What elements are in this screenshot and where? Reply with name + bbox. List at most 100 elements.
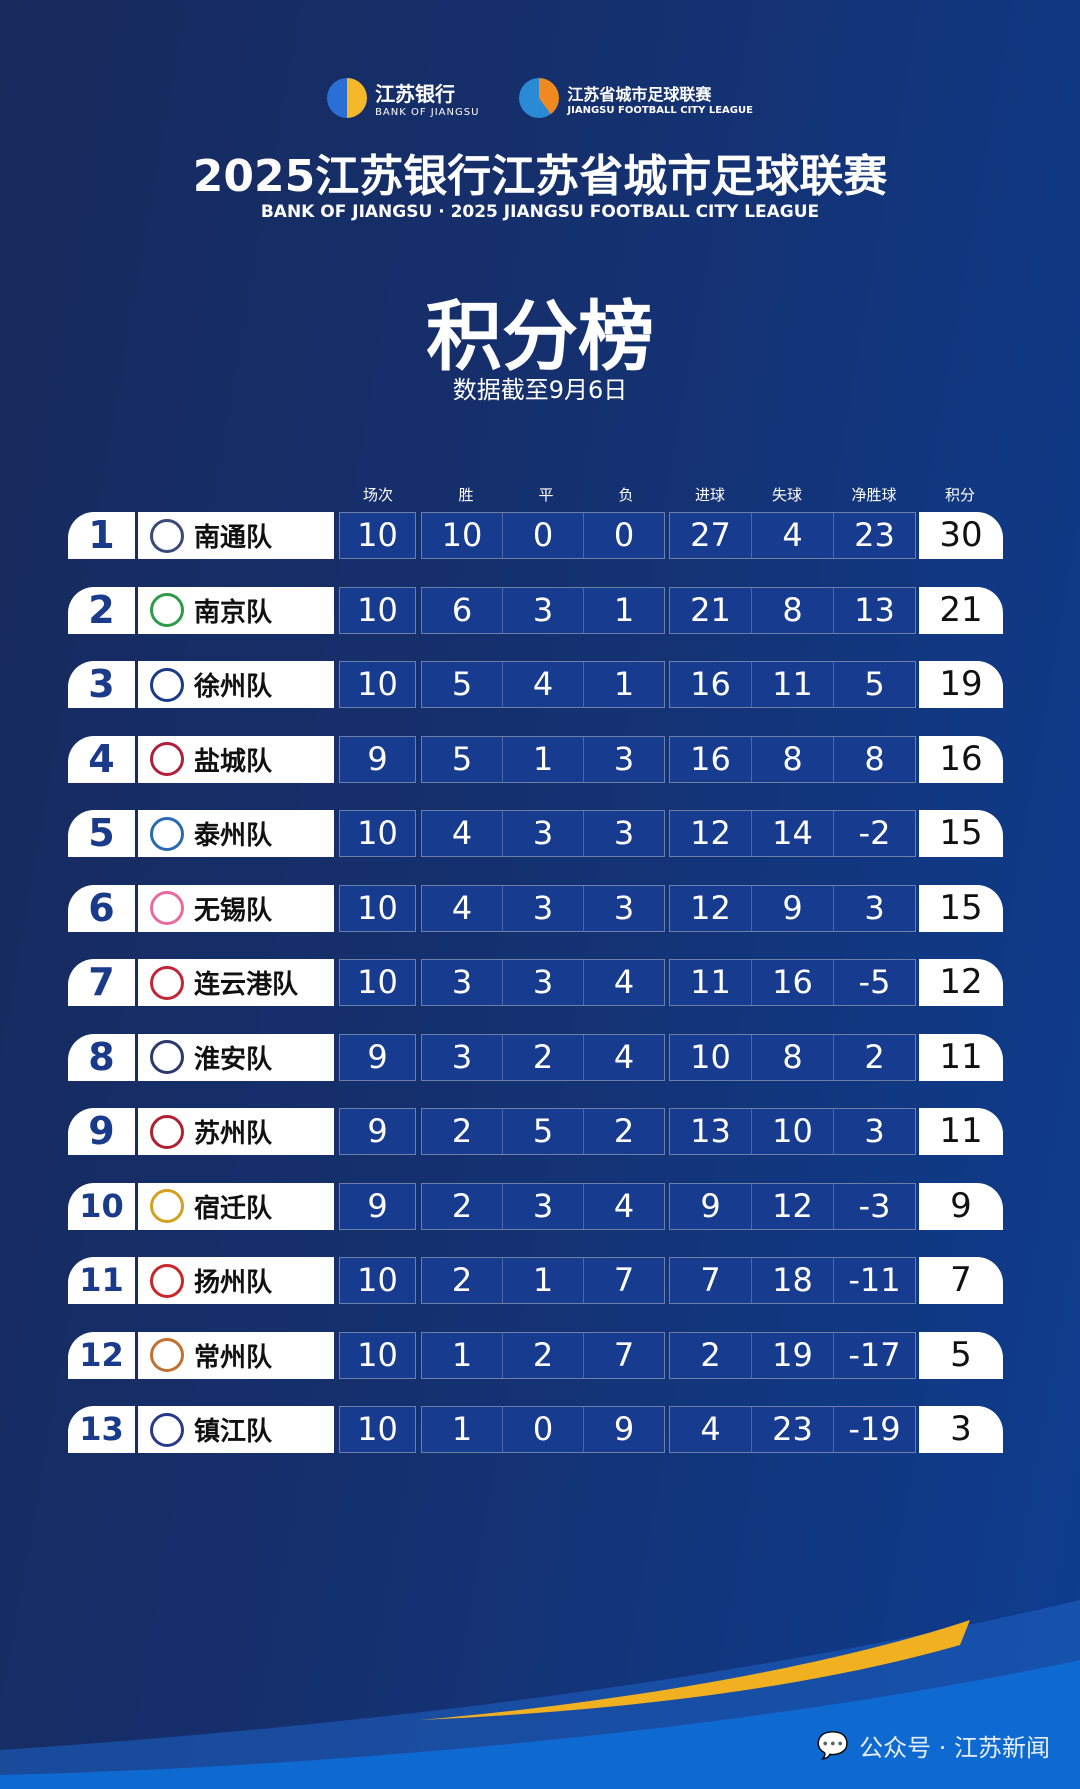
stat-ga: 4	[752, 513, 834, 558]
stat-d: 2	[503, 1332, 584, 1378]
stat-gf: 4	[670, 1407, 752, 1452]
stat-gf: 9	[670, 1183, 752, 1229]
team-cell: 泰州队	[138, 810, 334, 857]
team-name: 苏州队	[194, 1119, 273, 1149]
rank: 2	[68, 586, 135, 634]
stat-gd: -17	[848, 1335, 901, 1374]
points: 21	[919, 586, 1003, 634]
stat-gf: 16	[670, 662, 752, 707]
stat-w: 2	[422, 1258, 503, 1303]
goals-box: 4 23 -19	[669, 1406, 916, 1453]
column-header: 负	[618, 486, 634, 504]
points: 30	[919, 512, 1003, 559]
team-badge-icon	[150, 1263, 184, 1298]
data-date: 数据截至9月6日	[452, 376, 628, 404]
stat-gd: -19	[848, 1410, 901, 1448]
stat-p: 10	[357, 888, 398, 927]
team-cell: 淮安队	[138, 1033, 334, 1081]
points: 11	[919, 1033, 1003, 1081]
team-cell: 盐城队	[138, 735, 334, 783]
team-cell: 连云港队	[138, 959, 334, 1006]
played-box: 9	[339, 735, 416, 783]
stat-ga: 11	[752, 662, 834, 707]
league-logo: 江苏省城市足球联赛 JIANGSU FOOTBALL CITY LEAGUE	[519, 78, 753, 118]
stat-w: 3	[422, 960, 503, 1005]
stat-l: 7	[613, 1261, 635, 1299]
stat-gd: -5	[858, 963, 891, 1001]
league-logo-en: JIANGSU FOOTBALL CITY LEAGUE	[567, 104, 753, 116]
team-cell: 徐州队	[138, 661, 334, 708]
team-cell: 南京队	[138, 586, 334, 634]
stat-d: 3	[503, 960, 584, 1005]
stat-gd: 5	[864, 665, 885, 703]
team-name: 南通队	[194, 523, 273, 553]
stat-l: 1	[613, 665, 635, 703]
stat-p: 9	[367, 1186, 388, 1225]
team-name: 连云港队	[194, 970, 299, 1000]
stat-w: 5	[422, 662, 503, 707]
stat-gd: 23	[854, 516, 895, 554]
points: 3	[919, 1406, 1003, 1453]
page-title: 2025江苏银行江苏省城市足球联赛	[192, 151, 888, 202]
stat-gf: 12	[670, 811, 752, 856]
bank-logo: 江苏银行 BANK OF JIANGSU	[327, 78, 479, 118]
team-name: 淮安队	[194, 1044, 273, 1075]
stat-p: 10	[357, 1261, 398, 1299]
rank: 8	[68, 1033, 135, 1081]
team-name: 泰州队	[194, 821, 273, 851]
stat-ga: 10	[752, 1109, 834, 1154]
watermark: 💬 公众号 · 江苏新闻	[817, 1728, 1050, 1763]
stat-gd: 3	[864, 888, 885, 927]
goals-box: 11 16 -5	[669, 959, 916, 1006]
stat-p: 10	[357, 590, 398, 629]
played-box: 10	[339, 810, 416, 857]
goals-box: 16 8 8	[669, 735, 916, 783]
stat-l: 9	[613, 1410, 635, 1448]
decorative-swoosh	[0, 1600, 1080, 1789]
team-name: 镇江队	[194, 1417, 273, 1447]
goals-box: 10 8 2	[669, 1033, 916, 1081]
stat-gf: 16	[670, 736, 752, 782]
column-header: 胜	[458, 486, 474, 504]
standings-heading: 积分榜	[426, 292, 654, 381]
stat-p: 10	[357, 963, 398, 1001]
played-box: 10	[339, 1257, 416, 1304]
team-badge-icon	[150, 816, 184, 851]
stat-p: 10	[357, 814, 398, 852]
stat-gd: 8	[864, 739, 885, 778]
stat-p: 10	[357, 1335, 398, 1374]
stat-l: 0	[613, 516, 635, 554]
stat-l: 4	[613, 1037, 635, 1076]
points: 5	[919, 1331, 1003, 1379]
played-box: 10	[339, 959, 416, 1006]
goals-box: 13 10 3	[669, 1108, 916, 1155]
stat-ga: 14	[752, 811, 834, 856]
team-name: 盐城队	[194, 746, 273, 777]
played-box: 9	[339, 1108, 416, 1155]
stat-gf: 13	[670, 1109, 752, 1154]
team-name: 无锡队	[194, 895, 273, 926]
team-name: 徐州队	[194, 672, 273, 702]
stat-p: 9	[367, 1112, 388, 1150]
stat-d: 0	[503, 513, 584, 558]
played-box: 10	[339, 512, 416, 559]
stat-ga: 8	[752, 736, 834, 782]
stat-w: 1	[422, 1332, 503, 1378]
points: 12	[919, 959, 1003, 1006]
stat-ga: 19	[752, 1332, 834, 1378]
played-box: 10	[339, 1331, 416, 1379]
stat-gf: 7	[670, 1258, 752, 1303]
stat-p: 10	[357, 665, 398, 703]
team-name: 南京队	[194, 597, 273, 628]
rank: 9	[68, 1108, 135, 1155]
